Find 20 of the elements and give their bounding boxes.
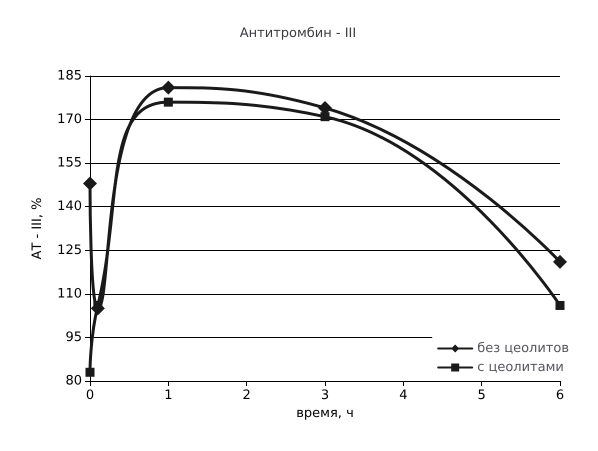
- x-tick-label: 0: [86, 388, 94, 403]
- x-tick-label: 3: [320, 388, 330, 403]
- y-tick-label: 95: [65, 330, 82, 345]
- x-tick-label: 1: [164, 388, 172, 403]
- y-tick-label: 80: [65, 374, 82, 388]
- y-axis-title: АТ - III, %: [30, 198, 45, 260]
- legend-label: с цеолитами: [477, 360, 564, 375]
- chart-title: Антитромбин - III: [240, 26, 356, 41]
- y-tick-label: 155: [57, 156, 82, 171]
- y-tick-label: 140: [57, 199, 82, 214]
- x-tick-label: 6: [556, 388, 564, 403]
- x-axis-title: время, ч: [296, 406, 354, 421]
- x-tick-label: 5: [478, 388, 486, 403]
- x-tick-label: 4: [399, 388, 408, 403]
- y-tick-label: 170: [57, 112, 82, 128]
- legend-label: без цеолитов: [477, 341, 570, 356]
- y-tick-label: 185: [57, 68, 82, 84]
- y-tick-label: 110: [57, 286, 82, 302]
- y-tick-label: 125: [57, 242, 82, 258]
- x-tick-label: 2: [242, 388, 251, 403]
